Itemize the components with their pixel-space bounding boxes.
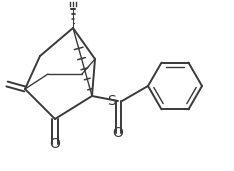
Text: O: O bbox=[113, 126, 124, 140]
Text: O: O bbox=[50, 137, 60, 151]
Text: S: S bbox=[108, 94, 116, 108]
